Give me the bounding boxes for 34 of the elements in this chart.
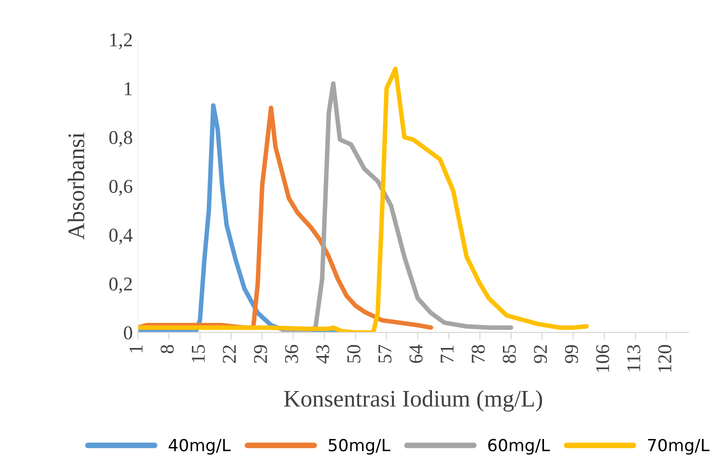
x-axis-title: Konsentrasi Iodium (mg/L)	[284, 390, 542, 412]
y-tick-label: 0,4	[109, 228, 133, 245]
y-tick-label: 0,6	[109, 180, 132, 196]
x-tick-label: 78	[472, 345, 485, 362]
y-tick-label: 1,2	[110, 33, 132, 50]
legend-label: 50mg/L	[328, 438, 390, 455]
x-tick-label: 8	[160, 345, 174, 354]
legend-label: 60mg/L	[488, 438, 550, 455]
x-tick-label: 106	[596, 344, 610, 372]
x-tick-label: 43	[316, 345, 330, 364]
x-tick-label: 71	[440, 345, 454, 362]
line-series	[282, 81, 514, 332]
x-tick-label: 36	[285, 344, 298, 363]
y-tick-label: 0	[124, 326, 132, 340]
x-tick-label: 57	[378, 344, 392, 363]
y-tick-label: 0,8	[109, 130, 132, 147]
y-tick-label: 0,2	[109, 277, 132, 294]
x-tick-label: 64	[409, 344, 423, 363]
line-series	[138, 106, 434, 330]
line-series	[138, 66, 589, 332]
x-tick-label: 50	[347, 345, 360, 363]
x-tick-label: 113	[627, 345, 640, 372]
x-tick-label: 22	[222, 345, 236, 363]
x-tick-label: 92	[534, 345, 547, 364]
x-tick-label: 1	[130, 345, 142, 352]
x-tick-label: 29	[254, 345, 268, 363]
legend-label: 40mg/L	[168, 438, 231, 455]
x-tick-label: 120	[658, 345, 672, 372]
y-axis-title: Absorbansi	[68, 132, 84, 240]
x-tick-label: 99	[565, 345, 578, 364]
x-tick-label: 15	[192, 345, 205, 362]
y-tick-label: 1	[124, 82, 132, 96]
x-tick-label: 85	[502, 345, 516, 363]
legend-label: 70mg/L	[648, 438, 710, 455]
